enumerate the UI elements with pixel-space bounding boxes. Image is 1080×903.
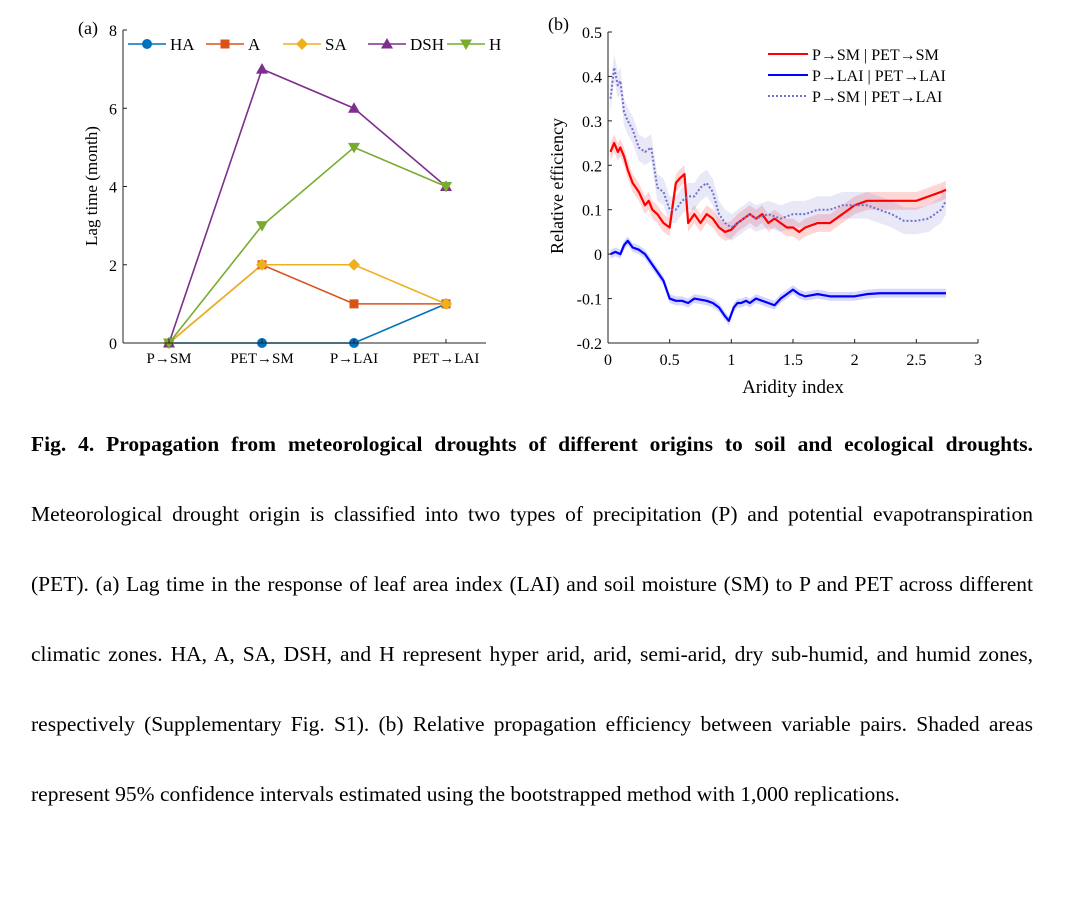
legend-label-dsh: DSH: [410, 35, 444, 54]
panel-a-ytick-label: 2: [109, 258, 117, 275]
panel-a-ylabel: Lag time (month): [82, 126, 101, 246]
legend-label-sa: SA: [325, 35, 347, 54]
series-line: [610, 239, 946, 322]
data-point-sa: [440, 297, 452, 310]
panel-b-ytick-label: 0.3: [582, 114, 602, 131]
legend-marker-h: [460, 39, 472, 50]
panel-b-ytick-label: 0.1: [582, 203, 602, 220]
panel-b-xtick-label: 1.5: [783, 352, 803, 369]
data-point-sa: [348, 258, 360, 271]
panel-a-lag-time-chart: (a) Lag time (month) 0 2 4 6 8 P→SM PET→SM P→LA…: [78, 18, 501, 367]
panel-b-ytick-label: 0.5: [582, 25, 602, 42]
panel-b-xtick-label: 0: [604, 352, 612, 369]
series-line: [609, 66, 947, 229]
panel-b-ylabel: Relative efficiency: [547, 118, 567, 254]
panel-b-xtick-label: 1: [727, 352, 735, 369]
panel-a-xtick-label: PET→SM: [230, 351, 293, 367]
panel-b-xlabel: Aridity index: [742, 377, 844, 398]
figure-caption: Fig. 4. Propagation from meteorological …: [31, 409, 1033, 829]
panel-a-label: (a): [78, 18, 98, 39]
series-line-ha: [169, 303, 447, 344]
legend-marker-a: [220, 39, 230, 49]
panel-a-xtick-label: PET→LAI: [413, 351, 480, 367]
data-point-h: [440, 182, 452, 193]
panel-b-ytick-label: 0.2: [582, 158, 602, 175]
panel-b-xtick-label: 0.5: [660, 352, 680, 369]
legend-marker-dsh: [381, 38, 393, 49]
data-point-a: [349, 299, 359, 309]
data-point-h: [348, 142, 360, 154]
data-point-dsh: [256, 63, 268, 74]
legend-label: P→LAI | PET→LAI: [812, 68, 946, 85]
watermark: A: [262, 394, 315, 400]
panel-a-ytick-label: 8: [109, 23, 117, 40]
panel-a-xtick-label: P→SM: [146, 351, 191, 367]
panel-b-xtick-label: 3: [974, 352, 982, 369]
panel-b-label: (b): [548, 14, 569, 35]
legend-label-h: H: [489, 35, 501, 54]
figure-canvas: A (a) Lag time (month) 0 2 4 6 8 P→SM PET→SM P→…: [78, 14, 982, 400]
panel-b-ytick-label: 0.4: [582, 69, 602, 86]
panel-a-ytick-label: 4: [109, 180, 117, 197]
ci-band: [610, 54, 946, 241]
data-point-sa: [256, 258, 268, 271]
caption-body: Meteorological drought origin is classif…: [31, 502, 1033, 806]
legend-label-a: A: [248, 35, 261, 54]
panel-a-xtick-label: P→LAI: [330, 351, 378, 367]
series-line-h: [168, 146, 447, 344]
panel-a-ytick-label: 6: [109, 101, 117, 118]
panel-b-ytick-label: -0.1: [577, 292, 602, 309]
series-line-sa: [168, 263, 447, 344]
ci-band: [610, 236, 946, 326]
caption-title: Fig. 4. Propagation from meteorological …: [31, 432, 1033, 456]
data-point-dsh: [348, 102, 360, 113]
panel-a-ytick-label: 0: [109, 336, 117, 353]
panel-a-legend: HA A SA DSH H: [128, 35, 501, 54]
data-point-h: [256, 221, 268, 232]
panel-b-relative-efficiency-chart: (b) Relative efficiency Aridity index -0…: [547, 14, 982, 398]
legend-label: P→SM | PET→SM: [812, 47, 939, 64]
legend-label-ha: HA: [170, 35, 195, 54]
panel-b-xtick-label: 2: [851, 352, 859, 369]
series-line-a: [168, 263, 446, 344]
panel-b-ytick-label: -0.2: [577, 336, 602, 353]
legend-marker-ha: [142, 39, 152, 49]
panel-b-ytick-label: 0: [594, 247, 602, 264]
data-point-h: [163, 338, 175, 349]
series-line-dsh: [168, 68, 447, 344]
panel-b-xtick-label: 2.5: [906, 352, 926, 369]
legend-label: P→SM | PET→LAI: [812, 89, 942, 106]
panel-b-legend: P→SM | PET→SM P→LAI | PET→LAI P→SM | PET→L…: [768, 47, 946, 106]
legend-marker-sa: [296, 38, 308, 50]
